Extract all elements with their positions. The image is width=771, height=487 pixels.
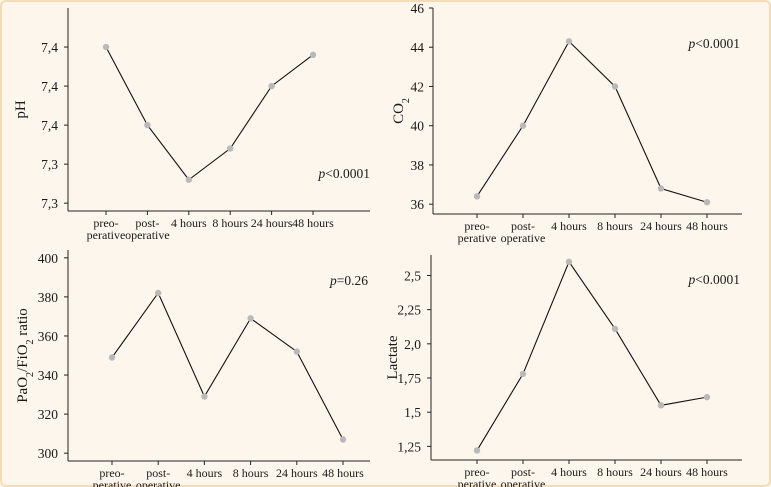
x-tick-label: operative — [501, 231, 546, 245]
x-tick-label: 24 hours — [251, 216, 293, 230]
y-axis-label: Lactate — [385, 335, 401, 379]
x-tick-label: 48 hours — [686, 219, 728, 233]
x-tick-label: 48 hours — [322, 466, 364, 480]
x-tick-label: 24 hours — [640, 219, 682, 233]
y-tick-label: 46 — [411, 1, 425, 16]
data-point — [268, 82, 275, 90]
data-point — [201, 393, 208, 400]
y-tick-label: 1,25 — [397, 439, 421, 454]
x-tick-label: perative — [87, 228, 126, 242]
x-tick-label: 4 hours — [551, 219, 587, 233]
x-tick-label: perative — [93, 478, 132, 487]
x-tick-label: 24 hours — [276, 466, 318, 480]
y-tick-label: 2,0 — [404, 337, 421, 352]
data-point — [108, 354, 116, 361]
x-tick-label: preo- — [464, 219, 489, 233]
x-tick-label: 8 hours — [597, 465, 633, 479]
chart-panel-3: 300 320 340 360 380 400 preo-perative post-oper… — [15, 250, 370, 487]
x-tick-label: post- — [511, 219, 535, 233]
y-tick-label: 7,3 — [41, 157, 58, 172]
x-tick-label: 48 hours — [686, 465, 728, 479]
x-tick-label: 4 hours — [171, 216, 207, 230]
y-tick-label: 7,4 — [41, 118, 58, 133]
chart-panel-1: 7,3 7,3 7,4 7,4 7,4 preo-perative post-operati… — [13, 8, 370, 242]
data-point — [519, 370, 527, 378]
y-tick-label: 1,5 — [404, 405, 421, 420]
data-point — [473, 193, 481, 200]
x-tick-label: preo- — [93, 216, 118, 230]
y-tick-label: 400 — [38, 251, 59, 266]
series-line — [105, 46, 314, 181]
data-point — [293, 348, 300, 355]
data-point — [611, 83, 619, 90]
y-tick-label: 2,25 — [397, 303, 421, 318]
y-tick-label: 300 — [38, 446, 59, 461]
data-point — [473, 447, 481, 454]
x-tick-label: post- — [511, 465, 535, 479]
x-tick-label: 24 hours — [640, 465, 682, 479]
x-tick-label: 8 hours — [233, 466, 269, 480]
y-tick-label: 40 — [411, 119, 425, 134]
x-tick-label: operative — [125, 228, 170, 242]
y-tick-label: 1,75 — [397, 371, 421, 386]
y-tick-label: 36 — [411, 197, 425, 212]
y-tick-label: 38 — [411, 158, 425, 173]
y-axis-label: CO2 — [391, 98, 412, 124]
y-tick-label: 320 — [38, 407, 59, 422]
x-tick-label: post- — [146, 466, 170, 480]
x-tick-label: 4 hours — [551, 465, 587, 479]
x-tick-label: perative — [458, 231, 497, 245]
y-tick-label: 7,4 — [41, 79, 58, 94]
data-point — [155, 289, 162, 297]
p-value-annotation: p<0.0001 — [318, 166, 371, 181]
series-line — [111, 291, 344, 440]
data-point — [565, 38, 573, 45]
data-point — [703, 393, 711, 401]
p-value-annotation: p<0.0001 — [688, 36, 741, 51]
data-point — [339, 436, 347, 443]
x-tick-label: 8 hours — [597, 219, 633, 233]
series-line — [476, 40, 708, 203]
data-point — [227, 145, 234, 152]
x-tick-label: preo- — [99, 466, 124, 480]
chart-panel-4: 1,25 1,5 1,75 2,0 2,25 2,5 preo-perative post-o… — [385, 255, 742, 487]
data-point — [102, 43, 110, 51]
y-tick-label: 7,4 — [41, 40, 58, 55]
x-tick-label: 48 hours — [292, 216, 334, 230]
y-tick-label: 44 — [411, 40, 425, 55]
p-value-annotation: p<0.0001 — [688, 272, 741, 287]
y-tick-label: 7,3 — [41, 196, 58, 211]
chart-panel-2: 36 38 40 42 44 46 preo-perative post-operative 4… — [391, 1, 742, 245]
data-point — [657, 185, 665, 192]
y-tick-label: 42 — [411, 79, 425, 94]
y-tick-label: 360 — [38, 329, 59, 344]
y-axis-label: PaO2/FiO2 ratio — [15, 308, 36, 403]
data-point — [611, 325, 619, 332]
data-point — [185, 176, 192, 183]
x-tick-label: post- — [135, 216, 159, 230]
series-line — [476, 260, 708, 451]
x-tick-label: preo- — [464, 465, 489, 479]
y-tick-label: 340 — [38, 368, 59, 383]
data-point — [519, 122, 527, 129]
y-tick-label: 380 — [38, 290, 59, 305]
data-point — [309, 51, 317, 59]
p-value-annotation: p=0.26 — [329, 273, 368, 288]
data-point — [247, 315, 254, 322]
x-tick-label: 4 hours — [187, 466, 223, 480]
y-axis-label: pH — [13, 100, 29, 119]
data-point — [565, 258, 573, 266]
y-tick-label: 2,5 — [404, 269, 421, 284]
data-point — [144, 121, 151, 129]
x-tick-label: operative — [136, 478, 181, 487]
data-point — [657, 402, 665, 409]
x-tick-label: 8 hours — [212, 216, 248, 230]
x-tick-label: operative — [501, 477, 546, 487]
x-tick-label: perative — [458, 477, 497, 487]
data-point — [703, 199, 711, 206]
